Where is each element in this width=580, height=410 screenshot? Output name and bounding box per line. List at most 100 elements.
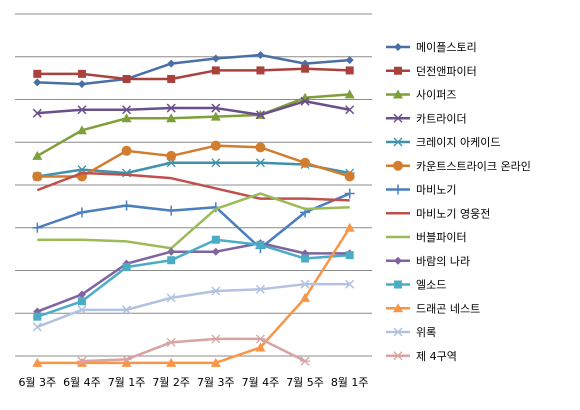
data-point (393, 160, 403, 171)
data-point (210, 334, 221, 344)
x-tick-label: 7월 4주 (242, 376, 280, 389)
data-point (256, 51, 265, 60)
series-line (32, 140, 355, 182)
series-line (33, 64, 354, 83)
data-point (255, 342, 266, 352)
series-path (36, 192, 351, 250)
legend-item: 던전앤파이터 (386, 65, 477, 78)
x-tick-label: 6월 3주 (18, 376, 56, 389)
data-point (77, 305, 87, 315)
data-point (166, 103, 176, 113)
data-point (166, 113, 177, 123)
legend-label: 카운트스트라이크 온라인 (416, 160, 531, 173)
data-point (32, 171, 43, 182)
data-point (393, 89, 403, 99)
data-point (344, 171, 355, 182)
data-point (255, 110, 265, 120)
legend-item: 바람의 나라 (386, 255, 470, 268)
data-point (300, 157, 311, 168)
data-point (344, 188, 355, 199)
data-point (344, 89, 355, 99)
data-point (255, 334, 266, 344)
legend-label: 마비노기 영웅전 (416, 207, 490, 220)
data-point (301, 64, 310, 73)
data-point (122, 105, 132, 115)
series-path (37, 192, 350, 250)
data-point (121, 200, 132, 211)
legend-label: 메이플스토리 (416, 41, 477, 54)
data-point (32, 322, 42, 332)
legend-label: 제 4구역 (416, 350, 457, 363)
data-point (76, 356, 87, 366)
data-point (77, 69, 86, 78)
data-point (255, 284, 265, 294)
data-point (121, 357, 132, 367)
data-point (167, 59, 176, 68)
series-path (37, 67, 350, 81)
data-point (345, 105, 355, 115)
data-point (393, 184, 403, 195)
x-axis-ticks: 6월 3주 6월 4주 7월 1주 7월 2주 7월 3주 7월 4주 7월 5주 8월 1주 (18, 376, 368, 389)
legend-item: 드래곤 네스트 (386, 302, 480, 315)
legend-item: 제 4구역 (386, 350, 457, 363)
data-point (167, 256, 176, 265)
series-path (37, 161, 350, 178)
series-path (37, 99, 350, 117)
data-point (166, 357, 177, 367)
data-point (32, 108, 42, 118)
series-path (36, 93, 350, 158)
series-line (37, 192, 350, 250)
legend-item: 엘소드 (386, 279, 446, 292)
data-point (394, 256, 402, 265)
legend-item: 카트라이더 (386, 112, 467, 125)
data-point (345, 66, 354, 75)
x-tick-label: 7월 3주 (197, 376, 235, 389)
legend-label: 던전앤파이터 (416, 65, 477, 78)
data-point (345, 56, 354, 65)
data-point (344, 222, 355, 232)
legend-item: 카운트스트라이크 온라인 (386, 160, 531, 173)
data-point (122, 74, 131, 83)
data-point (77, 297, 86, 306)
data-point (76, 125, 87, 135)
data-point (210, 357, 221, 367)
data-point (167, 247, 176, 256)
series-path (36, 241, 350, 313)
legend-label: 사이퍼즈 (416, 89, 456, 102)
data-point (394, 280, 402, 289)
data-point (33, 69, 42, 78)
data-point (210, 111, 221, 121)
data-point (256, 66, 265, 75)
data-point (210, 158, 221, 168)
series-line (76, 334, 311, 366)
data-point (300, 96, 310, 106)
x-tick-label: 7월 2주 (152, 376, 190, 389)
series-line (32, 279, 355, 332)
series-path (36, 282, 350, 329)
legend-label: 위록 (416, 326, 436, 339)
legend-item: 마비노기 (386, 184, 456, 197)
legend-label: 드래곤 네스트 (416, 302, 480, 315)
series-path (36, 238, 350, 318)
data-point (393, 113, 403, 123)
data-point (300, 356, 311, 366)
legend-label: 버블파이터 (416, 231, 467, 244)
series-path (37, 53, 350, 86)
series-line (32, 188, 355, 254)
data-point (166, 337, 177, 347)
legend-label: 엘소드 (416, 279, 446, 292)
legend-label: 크레이지 아케이드 (416, 136, 500, 149)
data-point (32, 222, 43, 233)
x-tick-label: 8월 1주 (331, 376, 369, 389)
data-point (121, 113, 132, 123)
data-point (256, 240, 265, 249)
data-point (77, 105, 87, 115)
data-point (76, 207, 87, 218)
data-point (77, 80, 86, 89)
data-point (211, 66, 220, 75)
series-line (32, 96, 355, 120)
data-point (77, 290, 86, 299)
data-point (301, 254, 310, 263)
